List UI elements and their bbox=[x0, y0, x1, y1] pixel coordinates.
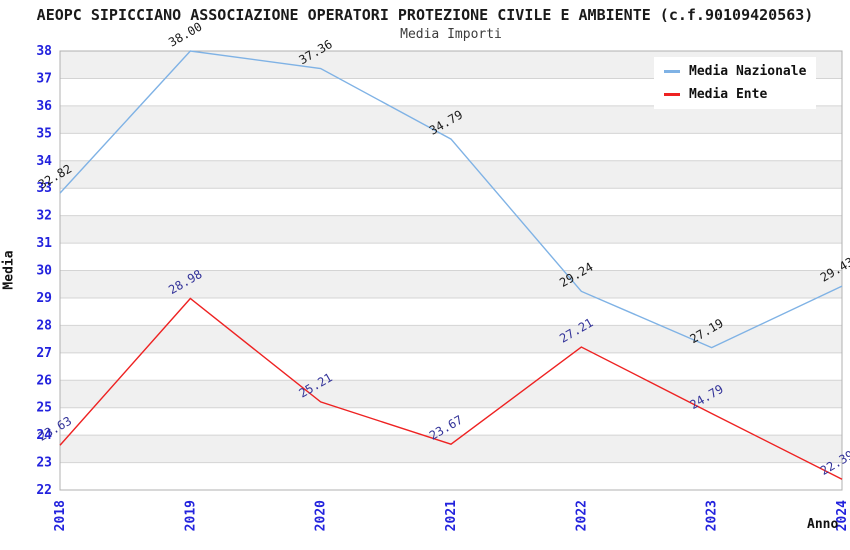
y-tick-label: 24 bbox=[36, 428, 52, 443]
series-line-media-nazionale bbox=[59, 50, 843, 349]
grid-band bbox=[60, 270, 842, 298]
legend-swatch-nazionale-icon bbox=[664, 70, 680, 73]
y-tick-label: 22 bbox=[36, 483, 52, 498]
y-tick-label: 33 bbox=[36, 181, 52, 196]
x-tick-label: 2019 bbox=[183, 500, 198, 531]
y-tick-label: 38 bbox=[36, 44, 52, 59]
y-tick-label: 30 bbox=[36, 264, 52, 279]
grid-band bbox=[60, 105, 842, 134]
legend-label-media-ente: Media Ente bbox=[689, 87, 768, 102]
grid-band bbox=[60, 380, 842, 408]
series-line-media-ente bbox=[59, 297, 843, 480]
plot-border bbox=[59, 50, 843, 491]
legend-swatch-ente-icon bbox=[664, 93, 680, 96]
grid-band bbox=[60, 297, 842, 326]
grid-band bbox=[60, 435, 842, 463]
y-axis-title: Media bbox=[1, 250, 17, 290]
grid-band bbox=[60, 215, 842, 244]
x-tick-label: 2018 bbox=[53, 500, 68, 531]
grid-band bbox=[60, 325, 842, 353]
chart-subtitle: Media Importi bbox=[400, 27, 502, 42]
y-tick-label: 26 bbox=[36, 373, 52, 388]
y-tick-label: 37 bbox=[36, 71, 52, 86]
y-tick-label: 25 bbox=[36, 401, 52, 416]
grid-band bbox=[60, 188, 842, 216]
y-tick-label: 36 bbox=[36, 99, 52, 114]
grid-band bbox=[60, 462, 842, 490]
legend-item-media-ente: Media Ente bbox=[664, 87, 806, 102]
legend: Media Nazionale Media Ente bbox=[654, 57, 817, 109]
grid-band bbox=[60, 352, 842, 381]
grid-band bbox=[60, 407, 842, 436]
x-tick-label: 2020 bbox=[314, 500, 329, 531]
grid-band bbox=[60, 243, 842, 271]
y-tick-label: 23 bbox=[36, 456, 52, 471]
y-tick-label: 28 bbox=[36, 318, 52, 333]
x-axis-title: Anno bbox=[807, 517, 839, 532]
x-tick-label: 2023 bbox=[705, 500, 720, 531]
y-tick-label: 35 bbox=[36, 126, 52, 141]
grid-band bbox=[60, 133, 842, 161]
chart-title: AEOPC SIPICCIANO ASSOCIAZIONE OPERATORI … bbox=[36, 6, 814, 24]
y-tick-label: 31 bbox=[36, 236, 52, 251]
legend-item-media-nazionale: Media Nazionale bbox=[664, 64, 806, 79]
grid-band bbox=[60, 160, 842, 189]
x-tick-label: 2024 bbox=[835, 500, 850, 531]
y-tick-label: 29 bbox=[36, 291, 52, 306]
y-tick-label: 27 bbox=[36, 346, 52, 361]
x-tick-label: 2022 bbox=[574, 500, 589, 531]
y-tick-label: 32 bbox=[36, 209, 52, 224]
legend-label-media-nazionale: Media Nazionale bbox=[689, 64, 807, 79]
x-tick-label: 2021 bbox=[444, 500, 459, 531]
y-tick-label: 34 bbox=[36, 154, 52, 169]
